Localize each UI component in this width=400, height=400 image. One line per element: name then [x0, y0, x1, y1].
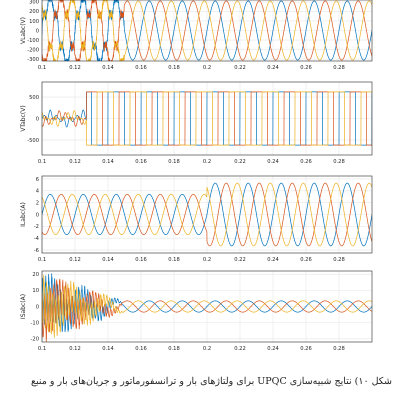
chart-panel-1: 0.1 0.12 0.14 0.16 0.18 0.2 0.22 0.24 0.26 0.28 30… — [20, 0, 373, 71]
series-group — [42, 182, 372, 247]
x-tick-label: 0.12 — [69, 257, 81, 263]
y-tick-label: -4 — [34, 236, 40, 242]
x-tick-label: 0.16 — [135, 257, 147, 263]
x-tick-label: 0.1 — [38, 159, 46, 165]
x-tick-label: 0.26 — [300, 346, 312, 352]
y-tick-label: -6 — [34, 248, 39, 254]
series-line-phase-c — [42, 0, 372, 61]
y-axis-label: VLabc(V) — [20, 17, 27, 44]
y-tick-label: 0 — [36, 212, 39, 218]
x-tick-label: 0.12 — [69, 159, 81, 165]
x-tick-label: 0.16 — [135, 65, 147, 71]
x-tick-label: 0.26 — [300, 65, 312, 71]
axes-frame — [41, 175, 373, 254]
x-tick-label: 0.28 — [333, 65, 345, 71]
y-tick-label: -100 — [27, 38, 39, 44]
x-tick-label: 0.24 — [267, 346, 279, 352]
axes-frame — [41, 0, 373, 62]
chart-panel-2: 0.1 0.12 0.14 0.16 0.18 0.2 0.22 0.24 0.26 0.28 50… — [20, 81, 373, 165]
plots-svg: 0.1 0.12 0.14 0.16 0.18 0.2 0.22 0.24 0.26 0.2830… — [20, 0, 373, 352]
chart-panel-4: 0.1 0.12 0.14 0.16 0.18 0.2 0.22 0.24 0.26 0.28 20… — [20, 270, 373, 352]
y-tick-label: 200 — [29, 9, 39, 15]
y-axis-label: ILabc(A) — [20, 202, 27, 227]
y-axis-label: VTabc(V) — [20, 105, 27, 131]
x-tick-label: 0.1 — [38, 257, 46, 263]
y-tick-label: -200 — [27, 47, 39, 53]
x-tick-label: 0.2 — [203, 159, 211, 165]
y-tick-label: 500 — [29, 95, 39, 101]
x-tick-label: 0.12 — [69, 346, 81, 352]
x-tick-label: 0.26 — [300, 159, 312, 165]
chart-panel-3: 0.1 0.12 0.14 0.16 0.18 0.2 0.22 0.24 0.26 0.28 6 4… — [20, 175, 373, 263]
x-tick-label: 0.14 — [102, 159, 114, 165]
x-tick-label: 0.16 — [135, 346, 147, 352]
x-tick-label: 0.28 — [333, 346, 345, 352]
x-tick-label: 0.1 — [38, 65, 46, 71]
y-tick-label: 100 — [29, 19, 39, 25]
series-line-phase-c — [42, 91, 372, 146]
y-tick-label: 0 — [36, 304, 39, 310]
y-tick-label: -20 — [31, 337, 39, 343]
y-tick-label: 0 — [36, 28, 39, 34]
axes-frame — [41, 81, 373, 156]
x-tick-label: 0.14 — [102, 257, 114, 263]
series-group — [42, 273, 372, 342]
y-tick-label: -10 — [31, 320, 39, 326]
y-tick-label: -300 — [27, 57, 39, 63]
x-tick-label: 0.24 — [267, 257, 279, 263]
x-tick-label: 0.22 — [234, 257, 246, 263]
x-tick-label: 0.14 — [102, 346, 114, 352]
x-tick-label: 0.14 — [102, 65, 114, 71]
series-line-phase-b — [42, 0, 372, 61]
x-tick-label: 0.2 — [203, 257, 211, 263]
x-tick-label: 0.28 — [333, 159, 345, 165]
series-line-phase-b — [42, 182, 372, 247]
x-tick-label: 0.24 — [267, 159, 279, 165]
figure-caption: شکل ۱۰) نتایج شبیه‌سازی UPQC برای ولتاژه… — [31, 376, 392, 387]
y-axis-label: ISabc(A) — [20, 294, 27, 319]
y-tick-label: 6 — [36, 177, 39, 183]
x-tick-label: 0.2 — [203, 65, 211, 71]
y-tick-label: -500 — [27, 138, 39, 144]
y-tick-label: 300 — [29, 0, 39, 6]
y-tick-label: 20 — [32, 272, 39, 278]
series-line-phase-a — [42, 0, 372, 61]
x-tick-label: 0.18 — [168, 159, 180, 165]
x-tick-label: 0.12 — [69, 65, 81, 71]
axes-frame — [41, 270, 373, 343]
x-tick-label: 0.16 — [135, 159, 147, 165]
y-tick-label: 10 — [32, 288, 39, 294]
series-group — [42, 91, 372, 146]
x-tick-label: 0.18 — [168, 257, 180, 263]
y-tick-label: -2 — [34, 224, 39, 230]
series-group — [42, 0, 372, 61]
x-tick-label: 0.22 — [234, 159, 246, 165]
y-tick-label: 0 — [36, 116, 39, 122]
x-tick-label: 0.26 — [300, 257, 312, 263]
series-line-phase-c — [42, 182, 372, 247]
x-tick-label: 0.18 — [168, 346, 180, 352]
x-tick-label: 0.18 — [168, 65, 180, 71]
series-line-phase-a — [42, 182, 372, 247]
series-line-phase-c — [42, 275, 372, 338]
x-tick-label: 0.22 — [234, 346, 246, 352]
x-tick-label: 0.24 — [267, 65, 279, 71]
x-tick-label: 0.1 — [38, 346, 46, 352]
y-tick-label: 4 — [36, 189, 40, 195]
series-line-phase-a — [42, 91, 372, 146]
x-tick-label: 0.22 — [234, 65, 246, 71]
x-tick-label: 0.28 — [333, 257, 345, 263]
y-tick-label: 2 — [36, 200, 39, 206]
x-tick-label: 0.2 — [203, 346, 211, 352]
